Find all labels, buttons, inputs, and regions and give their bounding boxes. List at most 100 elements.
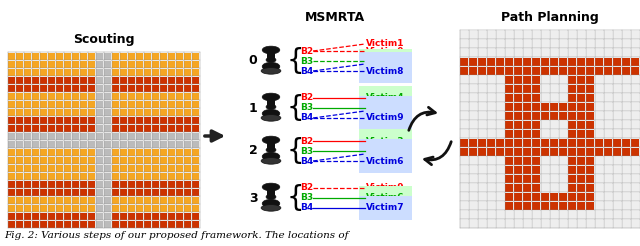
Text: B4: B4	[300, 113, 313, 123]
Bar	[523, 166, 531, 174]
Bar	[112, 149, 119, 156]
Bar	[120, 141, 127, 148]
Bar	[152, 165, 159, 172]
Bar	[523, 157, 531, 165]
Bar	[604, 40, 612, 48]
Bar	[144, 109, 151, 116]
Bar	[559, 139, 567, 147]
Bar	[559, 130, 567, 138]
Bar	[604, 211, 612, 219]
Bar	[460, 184, 468, 192]
Bar	[523, 40, 531, 48]
Bar	[550, 121, 558, 129]
Bar	[120, 165, 127, 172]
Bar	[568, 94, 576, 102]
Bar	[541, 58, 549, 66]
Bar	[496, 148, 504, 156]
Bar	[64, 189, 71, 196]
Bar	[595, 94, 603, 102]
Text: B3: B3	[300, 147, 313, 155]
Bar	[104, 157, 111, 164]
Bar	[152, 197, 159, 204]
Bar	[469, 76, 477, 84]
Bar	[136, 125, 143, 132]
Bar	[550, 112, 558, 120]
Bar	[104, 53, 111, 60]
Bar	[523, 220, 531, 228]
Bar	[487, 202, 495, 210]
Bar	[496, 121, 504, 129]
Bar	[631, 211, 639, 219]
Bar	[8, 69, 15, 76]
Bar	[48, 221, 55, 228]
Bar	[586, 130, 594, 138]
Bar	[8, 149, 15, 156]
Bar	[532, 211, 540, 219]
Bar	[541, 94, 549, 102]
Bar	[56, 77, 63, 84]
Ellipse shape	[262, 46, 280, 54]
Bar	[505, 121, 513, 129]
Bar	[48, 69, 55, 76]
Bar	[16, 189, 23, 196]
Bar	[136, 69, 143, 76]
Bar	[613, 211, 621, 219]
Bar	[577, 103, 585, 111]
Bar	[80, 85, 87, 92]
Bar	[523, 130, 531, 138]
Bar	[120, 77, 127, 84]
Bar	[88, 61, 95, 68]
Bar	[160, 53, 167, 60]
Bar	[136, 181, 143, 188]
Text: Victim4: Victim4	[366, 93, 404, 103]
Bar	[152, 77, 159, 84]
Bar	[541, 76, 549, 84]
Bar	[96, 157, 103, 164]
Bar	[184, 189, 191, 196]
Bar	[514, 121, 522, 129]
Bar	[613, 139, 621, 147]
Ellipse shape	[266, 147, 276, 152]
Bar	[631, 130, 639, 138]
Bar	[16, 157, 23, 164]
Bar	[478, 148, 486, 156]
Bar	[96, 165, 103, 172]
Bar	[160, 213, 167, 220]
Bar	[604, 202, 612, 210]
Bar	[487, 67, 495, 75]
Bar	[176, 101, 183, 108]
Bar	[604, 58, 612, 66]
Bar	[80, 173, 87, 180]
Bar	[144, 85, 151, 92]
Bar	[144, 125, 151, 132]
Bar	[532, 85, 540, 93]
Bar	[8, 205, 15, 212]
Bar	[541, 166, 549, 174]
Bar	[460, 85, 468, 93]
Bar	[160, 85, 167, 92]
Bar	[88, 85, 95, 92]
Bar	[56, 197, 63, 204]
Bar	[24, 189, 31, 196]
Bar	[64, 157, 71, 164]
Bar	[631, 67, 639, 75]
Bar	[104, 173, 111, 180]
Text: {: {	[287, 137, 305, 165]
Bar	[168, 141, 175, 148]
Bar	[80, 197, 87, 204]
Bar	[622, 184, 630, 192]
Bar	[152, 85, 159, 92]
Bar	[96, 109, 103, 116]
Bar	[48, 133, 55, 140]
Bar	[622, 175, 630, 183]
Ellipse shape	[261, 115, 281, 121]
Bar	[460, 121, 468, 129]
Bar	[8, 141, 15, 148]
Bar	[32, 61, 39, 68]
Bar	[136, 93, 143, 100]
Bar	[267, 50, 275, 60]
Bar	[104, 149, 111, 156]
Bar	[192, 117, 199, 124]
Bar	[192, 101, 199, 108]
Bar	[120, 61, 127, 68]
